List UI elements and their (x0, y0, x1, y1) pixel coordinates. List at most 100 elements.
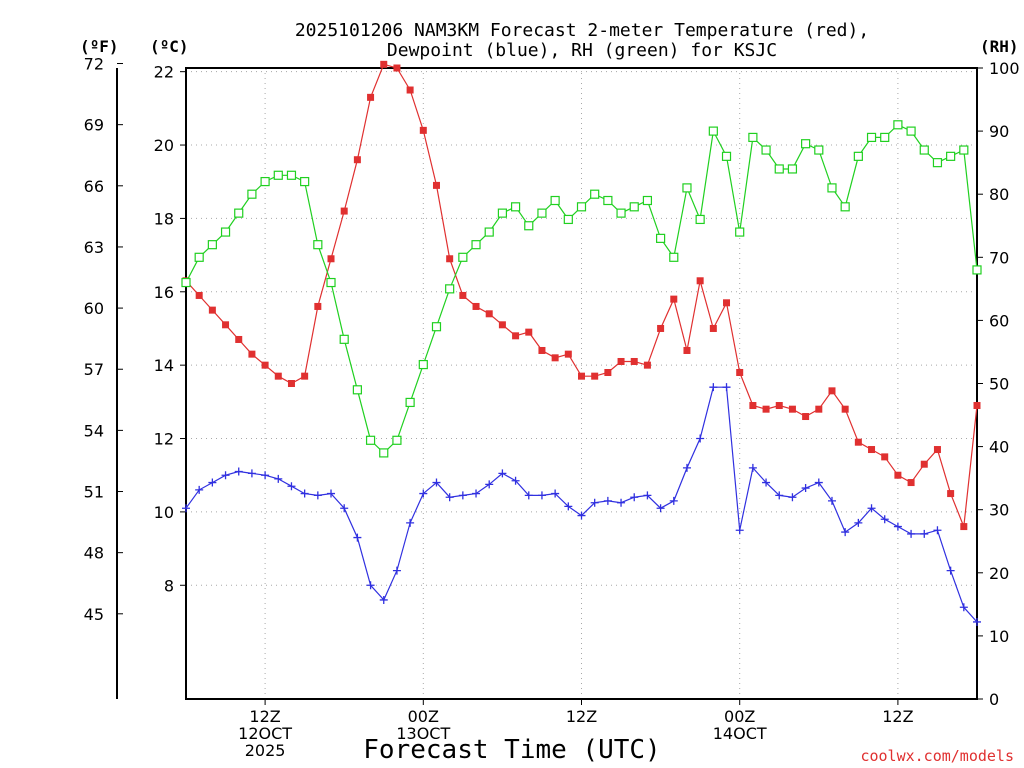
2-meter-temperature-point (617, 357, 625, 365)
chart-title-line-1: 2025101206 NAM3KM Forecast 2-meter Tempe… (295, 20, 869, 41)
relative-humidity-point (273, 170, 283, 180)
fahrenheit-tick-label: 60 (84, 299, 104, 318)
2-meter-temperature-point (630, 357, 638, 365)
2-meter-temperature-point (327, 255, 335, 263)
dewpoint-point (234, 467, 243, 476)
2-meter-temperature-point (683, 346, 691, 354)
rh-axis-unit: (RH) (980, 37, 1019, 56)
dewpoint-point (656, 504, 665, 513)
dewpoint-point (893, 522, 902, 531)
dewpoint-point (577, 511, 586, 520)
dewpoint-point (814, 478, 823, 487)
2-meter-temperature-point (208, 306, 216, 314)
relative-humidity-point (880, 132, 890, 143)
2-meter-temperature-point (881, 453, 889, 461)
dewpoint-line (185, 386, 978, 623)
2-meter-temperature-point (248, 350, 256, 358)
dewpoint-point (392, 566, 401, 575)
dewpoint-point (643, 491, 652, 500)
celsius-tick-label: 16 (154, 283, 174, 302)
relative-humidity-series (181, 120, 982, 458)
relative-humidity-point (484, 227, 494, 237)
relative-humidity-point (300, 176, 310, 187)
fahrenheit-tick-label: 72 (84, 55, 104, 74)
relative-humidity-point (655, 233, 666, 243)
dewpoint-point (933, 526, 942, 535)
relative-humidity-point (866, 132, 877, 143)
relative-humidity-point (774, 164, 784, 174)
rh-tick-label: 80 (989, 185, 1009, 204)
relative-humidity-point (669, 252, 679, 262)
relative-humidity-point (497, 208, 507, 218)
relative-humidity-point (603, 195, 613, 206)
2-meter-temperature-point (854, 438, 862, 446)
dewpoint-point (472, 489, 481, 498)
fahrenheit-tick-label: 57 (84, 360, 104, 379)
2-meter-temperature-point (907, 479, 915, 487)
relative-humidity-point (379, 448, 389, 458)
time-tick-label: 14OCT (713, 724, 767, 743)
relative-humidity-point (708, 126, 718, 136)
dewpoint-point (880, 515, 889, 524)
2-meter-temperature-point (591, 372, 599, 380)
2-meter-temperature-point (920, 460, 928, 468)
2-meter-temperature-series (182, 60, 981, 531)
relative-humidity-point (339, 334, 349, 344)
fahrenheit-tick-label: 51 (84, 483, 104, 502)
dewpoint-point (590, 498, 599, 507)
time-tick-label: 2025 (245, 741, 286, 760)
2-meter-temperature-point (261, 361, 269, 369)
fahrenheit-tick-label: 48 (84, 544, 104, 563)
relative-humidity-point (471, 240, 481, 250)
dewpoint-point (221, 471, 230, 480)
dewpoint-point (959, 603, 968, 612)
relative-humidity-point (590, 189, 600, 199)
dewpoint-point (274, 474, 283, 483)
2-meter-temperature-point (353, 156, 361, 164)
relative-humidity-point (313, 240, 323, 250)
relative-humidity-point (550, 195, 560, 206)
relative-humidity-point (946, 151, 956, 161)
data-series (181, 60, 982, 626)
rh-tick-label: 0 (989, 690, 999, 709)
2-meter-temperature-point (973, 402, 981, 410)
dewpoint-point (564, 502, 573, 511)
relative-humidity-point (431, 322, 442, 332)
dewpoint-point (379, 595, 388, 604)
relative-humidity-point (972, 265, 982, 275)
2-meter-temperature-point (841, 405, 849, 413)
fahrenheit-axis-unit: (ºF) (80, 37, 119, 56)
dewpoint-point (300, 489, 309, 498)
dewpoint-point (419, 489, 428, 498)
2-meter-temperature-point (947, 490, 955, 498)
relative-humidity-point (247, 189, 257, 199)
relative-humidity-point (642, 195, 653, 206)
2-meter-temperature-point (815, 405, 823, 413)
relative-humidity-point (695, 214, 705, 225)
relative-humidity-point (748, 132, 758, 143)
2-meter-temperature-point (670, 295, 678, 303)
dewpoint-point (287, 482, 296, 491)
dewpoint-point (748, 463, 757, 472)
dewpoint-point (366, 581, 375, 590)
relative-humidity-point (260, 176, 270, 187)
x-axis-label: Forecast Time (UTC) (363, 735, 660, 765)
dewpoint-point (709, 383, 718, 392)
chart-title-line-2: Dewpoint (blue), RH (green) for KSJC (387, 40, 777, 61)
2-meter-temperature-point (235, 335, 243, 343)
2-meter-temperature-point (657, 324, 665, 332)
celsius-tick-label: 8 (164, 576, 174, 595)
2-meter-temperature-point (459, 291, 467, 299)
2-meter-temperature-point (367, 93, 375, 101)
relative-humidity-point (418, 359, 428, 370)
relative-humidity-point (537, 208, 547, 218)
relative-humidity-point (906, 126, 916, 136)
celsius-tick-label: 22 (154, 63, 174, 82)
dewpoint-point (735, 526, 744, 535)
2-meter-temperature-point (762, 405, 770, 413)
2-meter-temperature-point (709, 324, 717, 332)
2-meter-temperature-point (446, 255, 454, 263)
fahrenheit-axis: 45 48 51 54 57 60 63 66 69 72 (84, 55, 123, 624)
